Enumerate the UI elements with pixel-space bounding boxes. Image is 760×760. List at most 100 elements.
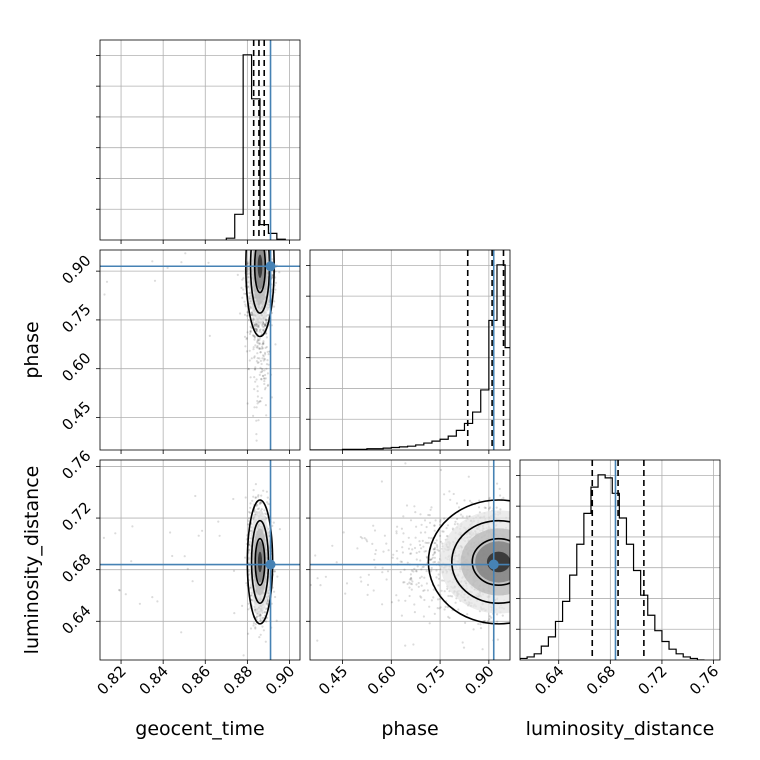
p2d-1-2-sample-point <box>496 482 499 485</box>
p2d-0-1-sample-point <box>103 293 106 296</box>
p2d-0-1-sample-point <box>263 322 267 325</box>
p2d-1-2-sample-point <box>382 550 385 553</box>
p2d-1-2-sample-point <box>461 515 464 518</box>
p2d-0-2-sample-point <box>249 506 252 509</box>
p2d-0-1-sample-point <box>261 345 264 348</box>
p2d-0-2-sample-point <box>267 502 270 505</box>
p2d-0-2-sample-point <box>266 598 269 601</box>
p2d-0-1-sample-point <box>241 296 244 299</box>
p2d-0-2-sample-point <box>266 603 269 606</box>
p2d-0-2-sample-point <box>253 514 256 517</box>
p2d-0-1-sample-point <box>247 367 250 370</box>
p2d-1-2-sample-point <box>434 548 437 551</box>
p2d-1-2-sample-point <box>424 550 428 553</box>
p2d-1-2-sample-point <box>432 548 436 551</box>
p2d-0-1-sample-point <box>258 329 261 332</box>
p2d-1-2-sample-point <box>361 537 364 540</box>
p2d-0-1-sample-point <box>169 195 171 197</box>
p2d-0-1-sample-point <box>105 280 109 283</box>
p2d-0-2-ytick-label: 0.64 <box>58 602 94 638</box>
p2d-1-2-sample-point <box>488 496 491 499</box>
p2d-1-2-sample-point <box>437 561 440 564</box>
p2d-1-2-sample-point <box>404 599 407 602</box>
p2d-1-2-sample-point <box>432 548 435 551</box>
p2d-0-1-sample-point <box>264 324 267 327</box>
p2d-0-2-sample-point <box>247 608 250 611</box>
p2d-0-1-sample-point <box>255 360 258 363</box>
p2d-1-2-sample-point <box>468 499 472 502</box>
p2d-1-2-sample-point <box>439 534 442 538</box>
p2d-1-2-sample-point <box>392 553 395 556</box>
p2d-0-2-sample-point <box>254 626 257 629</box>
p2d-0-1-sample-point <box>253 335 256 338</box>
p2d-1-2-sample-point <box>441 530 444 533</box>
p2d-0-1-sample-point <box>243 300 246 303</box>
p2d-0-1-sample-point <box>257 419 260 422</box>
p2d-0-2-sample-point <box>245 582 248 585</box>
p2d-0-1-sample-point <box>246 273 249 276</box>
p2d-1-2-sample-point <box>373 529 377 532</box>
p2d-1-2-sample-point <box>371 542 374 546</box>
p2d-1-2-sample-point <box>477 622 480 626</box>
p2d-0-1-sample-point <box>274 281 278 284</box>
p2d-1-2-sample-point <box>411 548 414 551</box>
p2d-0-1-ytick-label: 0.45 <box>58 398 94 434</box>
p2d-1-2-xtick-label: 0.60 <box>364 662 400 698</box>
p2d-0-1-sample-point <box>271 273 274 276</box>
p2d-0-2-sample-point <box>246 523 250 526</box>
p2d-0-1-sample-point <box>262 342 265 345</box>
p2d-0-1-sample-point <box>180 261 183 264</box>
p2d-1-2-sample-point <box>431 556 434 559</box>
p2d-1-2-sample-point <box>366 593 369 597</box>
p2d-1-2-sample-point <box>345 582 349 585</box>
p2d-1-2-sample-point <box>410 577 413 580</box>
p2d-1-2-sample-point <box>502 496 505 499</box>
p2d-1-2-sample-point <box>430 566 433 570</box>
p2d-0-1-sample-point <box>247 319 250 322</box>
p2d-0-2-sample-point <box>244 496 247 499</box>
p2d-1-2-sample-point <box>420 568 423 571</box>
p2d-0-1-sample-point <box>263 388 267 391</box>
p2d-1-2-sample-point <box>366 540 369 543</box>
p2d-1-2-sample-point <box>410 583 413 586</box>
p2d-1-2-sample-point <box>449 498 452 501</box>
p2d-1-2-sample-point <box>457 506 461 509</box>
p2d-1-2-sample-point <box>495 506 498 509</box>
p2d-1-2-sample-point <box>456 517 459 521</box>
p2d-1-2-sample-point <box>445 535 449 538</box>
p2d-1-2-sample-point <box>427 513 430 517</box>
p2d-1-2-sample-point <box>496 638 499 641</box>
p2d-0-2-sample-point <box>262 617 265 620</box>
p2d-1-2-sample-point <box>420 575 423 578</box>
p2d-0-1-sample-point <box>264 377 267 380</box>
p2d-0-2-sample-point <box>118 588 121 592</box>
p2d-1-2-sample-point <box>400 527 403 530</box>
p2d-0-1-sample-point <box>264 324 267 327</box>
p2d-1-2-sample-point <box>415 551 418 555</box>
p2d-0-1-sample-point <box>259 400 262 403</box>
p2d-0-1-sample-point <box>245 314 249 317</box>
p2d-1-2-sample-point <box>395 530 398 533</box>
p2d-0-1-sample-point <box>262 328 265 331</box>
p2d-1-2-sample-point <box>447 615 450 619</box>
p2d-1-2-sample-point <box>499 494 502 497</box>
p2d-0-1-sample-point <box>253 336 257 339</box>
p2d-0-1-sample-point <box>258 373 261 376</box>
p2d-1-2-sample-point <box>433 556 436 559</box>
hist-2-xtick-label: 0.72 <box>634 662 670 698</box>
p2d-0-2-sample-point <box>171 554 174 558</box>
p2d-0-1-sample-point <box>259 371 262 374</box>
p2d-0-1-sample-point <box>262 329 265 332</box>
x-axis-label-geocent-time: geocent_time <box>135 718 264 740</box>
p2d-0-1-sample-point <box>255 419 258 422</box>
p2d-0-2-sample-point <box>265 490 268 493</box>
p2d-1-2-sample-point <box>448 616 451 620</box>
p2d-1-2-sample-point <box>310 583 312 587</box>
p2d-1-2-sample-point <box>478 499 481 502</box>
p2d-0-1-sample-point <box>248 359 251 362</box>
p2d-0-1-sample-point <box>253 335 256 338</box>
p2d-1-2-sample-point <box>410 588 413 591</box>
p2d-1-2-sample-point <box>395 549 398 553</box>
p2d-0-2-sample-point <box>114 532 117 535</box>
